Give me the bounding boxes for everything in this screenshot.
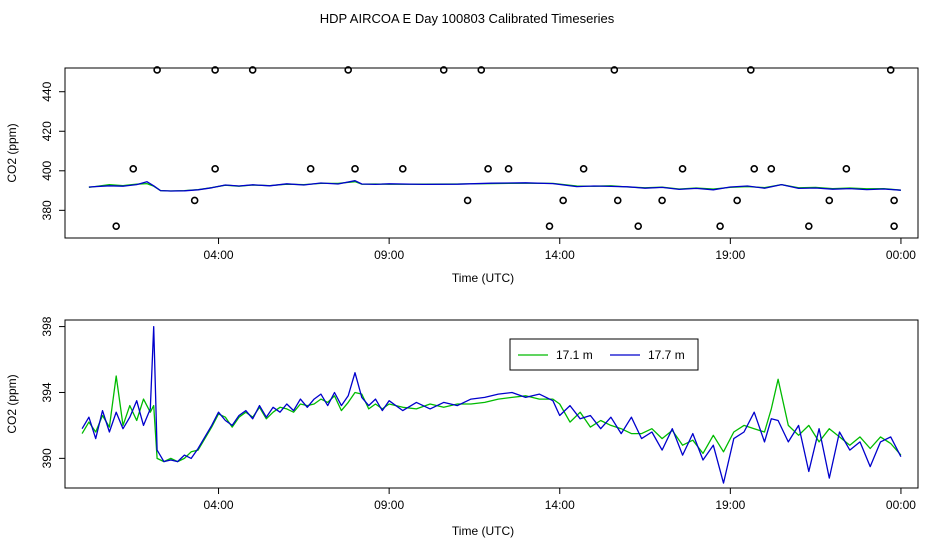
bottom-x-tick-label: 19:00 — [715, 498, 745, 512]
calibration-point — [504, 165, 513, 173]
bottom-x-tick-label: 14:00 — [545, 498, 575, 512]
bottom-x-tick-label: 00:00 — [886, 498, 916, 512]
top-plot-frame — [64, 67, 919, 239]
bottom-x-tick-label: 09:00 — [374, 498, 404, 512]
calibration-point — [463, 196, 472, 205]
calibration-point — [634, 222, 643, 230]
top-x-axis: 04:00 09:00 14:00 19:00 00:00 — [204, 237, 916, 262]
top-series-group — [88, 180, 901, 192]
calibration-point — [129, 165, 138, 173]
bottom-y-tick-label: 390 — [40, 448, 54, 468]
calibration-point — [398, 165, 407, 173]
chart-title: HDP AIRCOA E Day 100803 Calibrated Times… — [320, 11, 615, 26]
calibration-point — [805, 222, 813, 230]
top-panel: 04:00 09:00 14:00 19:00 00:00 380 400 420 440 T… — [5, 66, 919, 285]
calibration-point — [733, 196, 741, 205]
bottom-panel: 04:00 09:00 14:00 19:00 00:00 390 394 398 Time… — [5, 316, 919, 538]
calibration-point — [439, 66, 448, 74]
bottom-y-tick-label: 394 — [40, 382, 54, 402]
calibration-point — [477, 66, 486, 74]
calibration-point — [211, 165, 219, 173]
top-x-tick-label: 09:00 — [374, 248, 404, 262]
calibration-point — [890, 222, 898, 230]
calibration-point — [344, 66, 352, 74]
calibration-point — [610, 66, 619, 74]
legend-label-17-1m: 17.1 m — [556, 348, 593, 362]
calibration-point — [211, 66, 219, 74]
calibration-point — [190, 196, 199, 205]
bottom-y-axis-label: CO2 (ppm) — [5, 374, 19, 433]
calibration-point — [545, 222, 554, 230]
top-y-tick-label: 400 — [40, 160, 54, 180]
calibration-point — [747, 66, 755, 74]
calibration-point — [658, 196, 666, 205]
calibration-point — [306, 165, 315, 173]
calibration-point — [890, 196, 898, 205]
top-series-blue — [88, 180, 901, 192]
calibration-point — [886, 66, 895, 74]
bottom-y-tick-label: 398 — [40, 316, 54, 336]
calibration-point — [767, 165, 776, 173]
top-y-tick-label: 380 — [40, 200, 54, 220]
legend-label-17-7m: 17.7 m — [648, 348, 685, 362]
bottom-x-tick-label: 04:00 — [204, 498, 234, 512]
calibration-point — [112, 222, 120, 230]
top-y-tick-label: 420 — [40, 121, 54, 141]
top-x-tick-label: 14:00 — [545, 248, 575, 262]
calibration-point — [825, 196, 834, 205]
calibration-point — [842, 165, 851, 173]
bottom-x-axis: 04:00 09:00 14:00 19:00 00:00 — [204, 487, 916, 512]
bottom-plot-frame — [64, 319, 919, 489]
top-x-tick-label: 00:00 — [886, 248, 916, 262]
legend: 17.1 m 17.7 m — [509, 338, 699, 371]
top-y-tick-label: 440 — [40, 81, 54, 101]
calibration-point — [351, 165, 359, 173]
top-x-tick-label: 04:00 — [204, 248, 234, 262]
calibration-point — [559, 196, 567, 205]
top-x-tick-label: 19:00 — [715, 248, 745, 262]
bottom-series-blue — [81, 325, 902, 484]
calibration-point — [678, 165, 687, 173]
bottom-series-group — [81, 325, 902, 484]
bottom-x-axis-label: Time (UTC) — [452, 524, 514, 538]
top-y-axis-label: CO2 (ppm) — [5, 123, 19, 182]
top-x-axis-label: Time (UTC) — [452, 271, 514, 285]
top-y-axis: 380 400 420 440 — [40, 81, 65, 220]
top-calibration-points — [112, 66, 898, 230]
calibration-point — [716, 222, 724, 230]
calibration-point — [750, 165, 759, 173]
calibration-point — [613, 196, 622, 205]
calibration-point — [484, 165, 492, 173]
bottom-y-axis: 390 394 398 — [40, 316, 65, 468]
calibration-point — [579, 165, 588, 173]
calibration-point — [248, 66, 257, 74]
bottom-series-green — [81, 375, 902, 463]
calibration-point — [153, 66, 161, 74]
